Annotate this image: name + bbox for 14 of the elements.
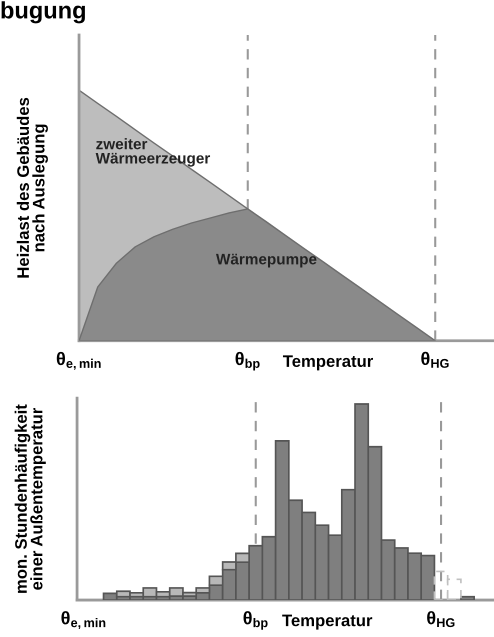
y-axis-title: mon. Stundenhäufigkeit einer Außentemperatur — [14, 404, 46, 593]
x-tick-label: θ$_{bp}$ — [244, 611, 268, 630]
x-tick-label: θ$_{e,min}$ — [61, 611, 106, 630]
x-axis-title: Temperatur — [282, 614, 372, 630]
x-tick-label: θ$_{e,min}$ — [56, 352, 101, 370]
y-axis-title: Heizlast des Gebäudes nach Auslegung — [16, 98, 48, 278]
series-label: Wärmepumpe — [216, 254, 316, 268]
series-label: zweiter Wärmeerzeuger — [96, 138, 210, 167]
x-tick-label: θ$_{HG}$ — [427, 611, 454, 628]
x-axis-title: Temperatur — [282, 355, 373, 370]
bar — [460, 596, 475, 600]
chart-title: bugung — [2, 1, 85, 24]
x-tick-label: θ$_{HG}$ — [421, 352, 449, 368]
x-tick-label: θ$_{bp}$ — [236, 352, 260, 370]
